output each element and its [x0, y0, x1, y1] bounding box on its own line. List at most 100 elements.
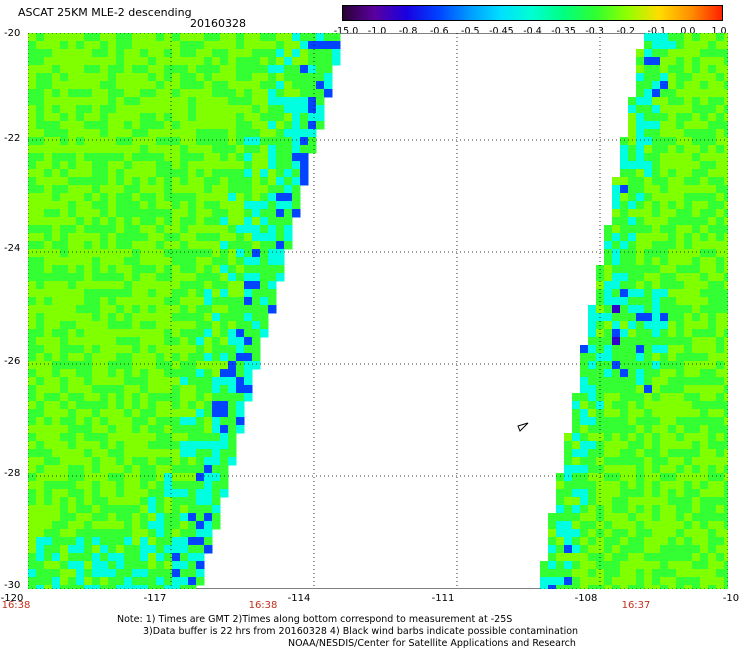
swath-cell — [124, 153, 133, 162]
swath-cell — [44, 305, 53, 314]
swath-cell — [180, 97, 189, 106]
swath-cell — [244, 177, 253, 186]
swath-cell — [140, 465, 149, 474]
swath-cell — [148, 313, 157, 322]
swath-cell — [180, 65, 189, 74]
swath-cell — [252, 185, 261, 194]
swath-cell — [700, 161, 709, 170]
swath-cell — [148, 353, 157, 362]
swath-cell — [164, 185, 173, 194]
swath-cell — [84, 345, 93, 354]
swath-cell — [68, 505, 77, 514]
swath-cell — [228, 105, 237, 114]
swath-cell — [716, 441, 725, 450]
swath-cell — [188, 57, 197, 66]
swath-cell — [44, 65, 53, 74]
swath-cell — [84, 209, 93, 218]
swath-cell — [116, 569, 125, 578]
swath-cell — [636, 529, 645, 538]
swath-cell — [684, 65, 693, 74]
swath-cell — [172, 209, 181, 218]
swath-cell — [708, 137, 717, 146]
swath-cell — [636, 257, 645, 266]
swath-cell — [188, 489, 197, 498]
swath-cell — [628, 361, 637, 370]
swath-cell — [228, 257, 237, 266]
swath-cell — [236, 257, 245, 266]
swath-cell — [76, 121, 85, 130]
swath-cell — [188, 89, 197, 98]
swath-cell — [268, 49, 277, 58]
swath-cell — [652, 57, 661, 66]
swath-cell — [580, 577, 589, 586]
swath-cell — [212, 345, 221, 354]
swath-cell — [652, 473, 661, 482]
swath-cell — [244, 65, 253, 74]
swath-cell — [180, 305, 189, 314]
swath-cell — [60, 385, 69, 394]
swath-cell — [116, 441, 125, 450]
swath-cell — [124, 185, 133, 194]
swath-cell — [100, 409, 109, 418]
colorbar-label: -0.45 — [489, 26, 514, 37]
swath-cell — [244, 129, 253, 138]
swath-cell — [84, 105, 93, 114]
swath-cell — [116, 249, 125, 258]
swath-cell — [212, 265, 221, 274]
swath-cell — [196, 537, 205, 546]
swath-cell — [180, 201, 189, 210]
swath-cell — [284, 105, 293, 114]
swath-cell — [644, 321, 653, 330]
swath-cell — [132, 401, 141, 410]
swath-cell — [636, 561, 645, 570]
swath-cell — [660, 273, 669, 282]
swath-cell — [76, 257, 85, 266]
swath-cell — [612, 273, 621, 282]
swath-cell — [260, 201, 269, 210]
swath-cell — [108, 105, 117, 114]
swath-cell — [660, 409, 669, 418]
swath-cell — [236, 377, 245, 386]
swath-cell — [684, 481, 693, 490]
swath-cell — [660, 137, 669, 146]
swath-cell — [84, 425, 93, 434]
swath-cell — [212, 81, 221, 90]
swath-cell — [588, 545, 597, 554]
swath-cell — [660, 505, 669, 514]
swath-cell — [660, 89, 669, 98]
swath-cell — [100, 201, 109, 210]
swath-cell — [220, 449, 229, 458]
swath-cell — [52, 145, 61, 154]
swath-cell — [124, 545, 133, 554]
swath-cell — [692, 489, 701, 498]
swath-cell — [652, 297, 661, 306]
swath-cell — [668, 537, 677, 546]
swath-cell — [92, 225, 101, 234]
swath-cell — [140, 521, 149, 530]
swath-cell — [324, 73, 333, 82]
swath-cell — [308, 49, 317, 58]
swath-cell — [132, 185, 141, 194]
swath-cell — [148, 65, 157, 74]
swath-cell — [132, 505, 141, 514]
swath-cell — [628, 177, 637, 186]
swath-cell — [628, 449, 637, 458]
swath-cell — [252, 305, 261, 314]
swath-cell — [108, 353, 117, 362]
swath-cell — [100, 185, 109, 194]
swath-cell — [140, 545, 149, 554]
swath-cell — [220, 313, 229, 322]
swath-cell — [164, 209, 173, 218]
swath-cell — [604, 489, 613, 498]
swath-cell — [204, 457, 213, 466]
swath-cell — [180, 329, 189, 338]
swath-cell — [164, 97, 173, 106]
swath-cell — [44, 489, 53, 498]
swath-cell — [724, 393, 728, 402]
swath-cell — [212, 409, 221, 418]
swath-cell — [92, 201, 101, 210]
swath-cell — [28, 313, 37, 322]
swath-cell — [28, 121, 37, 130]
swath-cell — [28, 145, 37, 154]
swath-cell — [204, 481, 213, 490]
